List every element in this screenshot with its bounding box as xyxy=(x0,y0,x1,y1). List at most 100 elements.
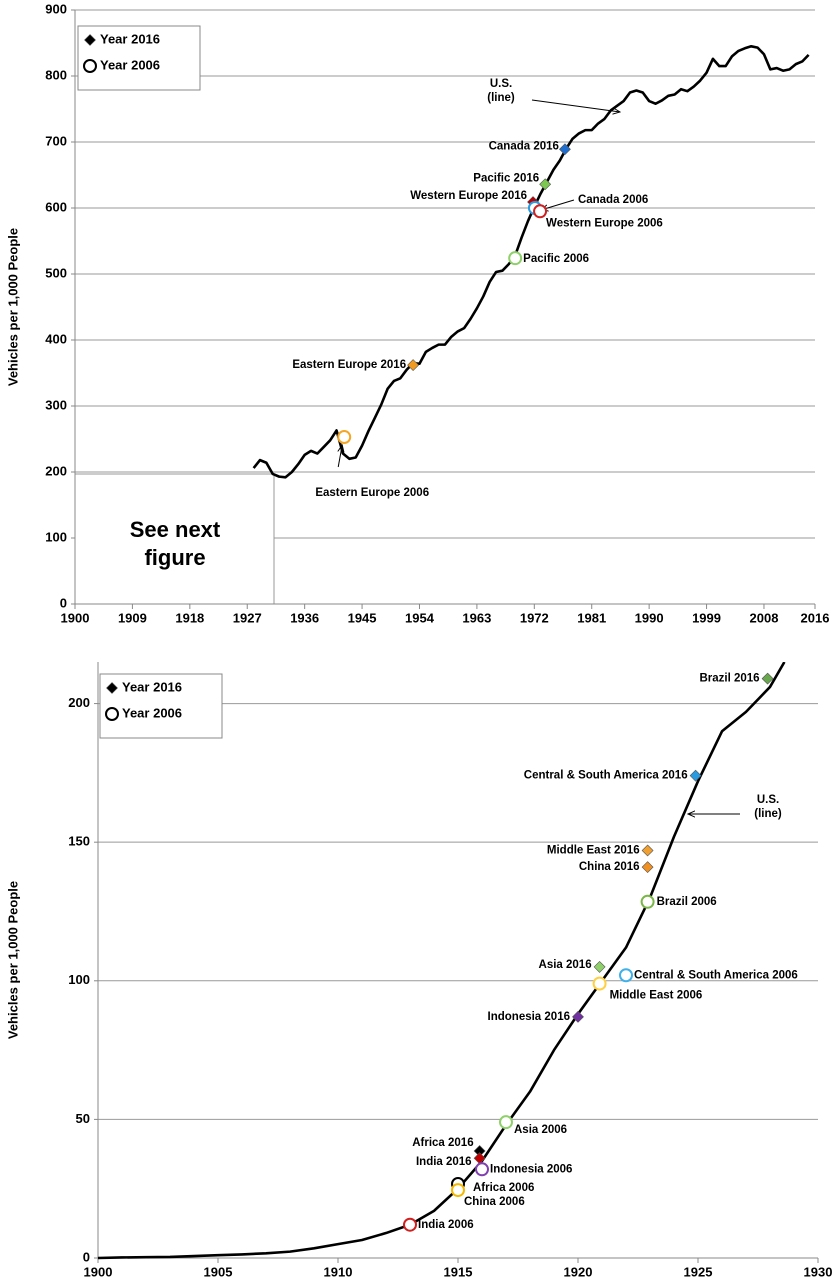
x-tick-label: 1954 xyxy=(405,610,435,625)
circle-marker xyxy=(83,59,97,73)
circle-marker xyxy=(619,968,633,983)
legend-label: Year 2016 xyxy=(100,31,160,46)
legend-label: Year 2016 xyxy=(122,679,182,694)
point-label: Middle East 2016 xyxy=(547,845,640,857)
x-tick-label: 1963 xyxy=(462,610,491,625)
diamond-marker xyxy=(407,359,420,372)
line-note: (line) xyxy=(754,808,782,820)
point-label: Eastern Europe 2016 xyxy=(292,359,406,371)
diamond-marker xyxy=(572,1010,584,1023)
diamond-marker xyxy=(106,682,118,694)
circle-marker xyxy=(403,1217,417,1232)
x-tick-label: 1915 xyxy=(444,1264,473,1279)
x-tick-label: 2016 xyxy=(801,610,830,625)
point-label: Canada 2006 xyxy=(578,194,648,206)
diamond-marker xyxy=(539,178,552,191)
x-tick-label: 1945 xyxy=(348,610,377,625)
diamond-marker xyxy=(641,861,654,874)
y-tick-label: 800 xyxy=(45,67,67,82)
x-tick-label: 1910 xyxy=(324,1264,353,1279)
point-label: Central & South America 2006 xyxy=(634,969,798,981)
x-tick-label: 1990 xyxy=(635,610,664,625)
diamond-marker xyxy=(473,1152,486,1165)
diamond-marker xyxy=(761,672,774,685)
circle-marker xyxy=(533,204,548,219)
label-arrow xyxy=(541,199,575,210)
label-arrow xyxy=(338,445,342,468)
y-tick-label: 150 xyxy=(68,834,90,849)
x-tick-label: 1918 xyxy=(175,610,204,625)
y-tick-label: 700 xyxy=(45,133,67,148)
point-label: Brazil 2016 xyxy=(699,673,759,685)
x-tick-label: 1999 xyxy=(692,610,721,625)
x-tick-label: 1900 xyxy=(84,1264,113,1279)
point-label: Canada 2016 xyxy=(489,140,559,152)
line-note: U.S. xyxy=(490,78,512,90)
y-axis-title: Vehicles per 1,000 People xyxy=(5,881,20,1039)
point-label: Asia 2006 xyxy=(514,1124,567,1136)
x-tick-label: 1936 xyxy=(290,610,319,625)
note-arrow xyxy=(531,99,620,112)
note-box xyxy=(74,473,275,605)
y-tick-label: 200 xyxy=(68,695,90,710)
point-label: Asia 2016 xyxy=(539,959,592,971)
circle-marker xyxy=(475,1162,489,1177)
point-label: Middle East 2006 xyxy=(610,990,703,1002)
y-tick-label: 100 xyxy=(68,972,90,987)
point-label: India 2006 xyxy=(418,1219,474,1231)
x-tick-label: 1925 xyxy=(684,1264,713,1279)
circle-marker xyxy=(499,1115,513,1130)
y-tick-label: 900 xyxy=(45,1,67,16)
y-axis-title: Vehicles per 1,000 People xyxy=(5,228,20,386)
legend-label: Year 2006 xyxy=(100,57,160,72)
x-tick-label: 1972 xyxy=(520,610,549,625)
diamond-marker xyxy=(84,34,96,46)
y-tick-label: 300 xyxy=(45,397,67,412)
y-tick-label: 0 xyxy=(60,595,67,610)
point-label: China 2016 xyxy=(579,861,640,873)
diamond-marker xyxy=(641,844,654,857)
y-tick-label: 200 xyxy=(45,463,67,478)
point-label: Eastern Europe 2006 xyxy=(315,487,429,499)
y-tick-label: 400 xyxy=(45,331,67,346)
point-label: Africa 2006 xyxy=(473,1182,534,1194)
point-label: Pacific 2006 xyxy=(523,253,589,265)
y-tick-label: 50 xyxy=(76,1111,90,1126)
x-tick-label: 1905 xyxy=(204,1264,233,1279)
line-note: U.S. xyxy=(757,794,779,806)
x-tick-label: 1920 xyxy=(564,1264,593,1279)
point-label: Brazil 2006 xyxy=(657,896,717,908)
diamond-marker xyxy=(559,143,571,156)
circle-marker xyxy=(640,894,655,909)
legend-label: Year 2006 xyxy=(122,705,182,720)
point-label: Pacific 2016 xyxy=(473,172,539,184)
diamond-marker xyxy=(689,769,702,782)
diamond-marker xyxy=(593,961,606,973)
legend-box xyxy=(99,673,223,739)
point-label: Central & South America 2016 xyxy=(524,770,688,782)
box-note: See next xyxy=(130,517,221,542)
point-label: Western Europe 2006 xyxy=(546,217,663,229)
legend-box xyxy=(77,25,201,91)
y-tick-label: 600 xyxy=(45,199,67,214)
circle-marker xyxy=(592,976,607,991)
us-line xyxy=(252,45,810,479)
x-tick-label: 2008 xyxy=(750,610,779,625)
point-label: India 2016 xyxy=(416,1156,472,1168)
circle-marker xyxy=(508,251,523,266)
x-tick-label: 1930 xyxy=(804,1264,832,1279)
x-tick-label: 1981 xyxy=(577,610,606,625)
x-tick-label: 1909 xyxy=(118,610,147,625)
line-note: (line) xyxy=(487,92,515,104)
point-label: Indonesia 2016 xyxy=(488,1011,570,1023)
circle-marker xyxy=(337,430,352,445)
point-label: Indonesia 2006 xyxy=(490,1163,572,1175)
point-label: China 2006 xyxy=(464,1196,525,1208)
box-note: figure xyxy=(144,545,205,570)
us-line xyxy=(98,662,786,1260)
x-tick-label: 1900 xyxy=(61,610,90,625)
point-label: Africa 2016 xyxy=(412,1137,473,1149)
y-tick-label: 500 xyxy=(45,265,67,280)
y-tick-label: 0 xyxy=(83,1249,90,1264)
